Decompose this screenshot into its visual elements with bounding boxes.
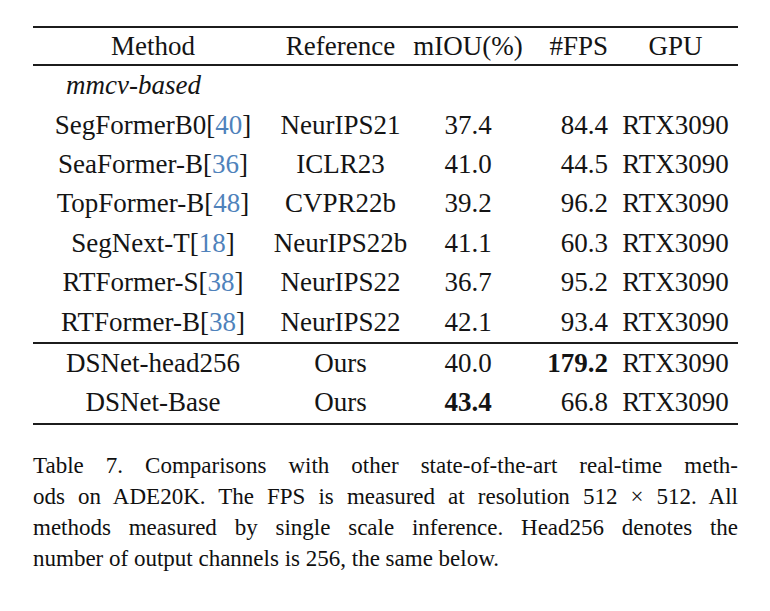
gpu-cell: RTX3090 (613, 110, 738, 141)
table-row: DSNet-head256 Ours40.0179.2RTX3090 (33, 344, 738, 383)
table-row: TopFormer-B[48]CVPR22b39.296.2RTX3090 (33, 184, 738, 223)
citation-number[interactable]: 38 (207, 267, 234, 297)
caption-line: Table 7. Comparisons with other state-of… (33, 450, 738, 481)
method-name: TopFormer-B (57, 188, 205, 218)
cite-open-bracket: [ (204, 188, 213, 218)
method-name: DSNet-Base (86, 387, 221, 417)
table-group-row: mmcv-based (33, 66, 738, 105)
cite-open-bracket: [ (200, 307, 209, 337)
reference-cell: ICLR23 (273, 149, 408, 180)
miou-cell: 41.1 (408, 228, 528, 259)
reference-cell: NeurIPS22b (273, 228, 408, 259)
method-cell: SegFormerB0[40] (33, 110, 273, 141)
table-caption: Table 7. Comparisons with other state-of… (33, 450, 738, 574)
miou-cell: 37.4 (408, 110, 528, 141)
miou-cell: 40.0 (408, 348, 528, 379)
column-header-fps: #FPS (528, 31, 613, 62)
fps-cell: 66.8 (528, 387, 613, 418)
table-row: DSNet-Base Ours43.466.8RTX3090 (33, 383, 738, 422)
gpu-cell: RTX3090 (613, 267, 738, 298)
fps-cell: 60.3 (528, 228, 613, 259)
gpu-cell: RTX3090 (613, 387, 738, 418)
citation-number[interactable]: 40 (215, 110, 242, 140)
method-cell: DSNet-Base (33, 387, 273, 418)
table-row: RTFormer-B[38]NeurIPS2242.193.4RTX3090 (33, 302, 738, 341)
table-body-ours: DSNet-head256Ours40.0179.2RTX3090DSNet-B… (33, 344, 738, 423)
gpu-cell: RTX3090 (613, 188, 738, 219)
gpu-cell: RTX3090 (613, 149, 738, 180)
method-cell: TopFormer-B[48] (33, 188, 273, 219)
reference-cell: NeurIPS22 (273, 307, 408, 338)
cite-close-bracket: ] (240, 188, 249, 218)
method-cell: RTFormer-S[38] (33, 267, 273, 298)
citation-number[interactable]: 18 (199, 228, 226, 258)
table-row: SegNext-T[18]NeurIPS22b41.160.3RTX3090 (33, 224, 738, 263)
table-bottom-rule (33, 423, 738, 425)
cite-open-bracket: [ (206, 110, 215, 140)
reference-cell: Ours (273, 387, 408, 418)
gpu-cell: RTX3090 (613, 348, 738, 379)
citation-number[interactable]: 36 (212, 149, 239, 179)
table-row: SegFormerB0[40]NeurIPS2137.484.4RTX3090 (33, 105, 738, 144)
cite-open-bracket: [ (203, 149, 212, 179)
reference-cell: Ours (273, 348, 408, 379)
column-header-reference: Reference (273, 31, 408, 62)
method-name: SegFormerB0 (55, 110, 207, 140)
method-cell: RTFormer-B[38] (33, 307, 273, 338)
table-body-mmcv: SegFormerB0[40]NeurIPS2137.484.4RTX3090S… (33, 105, 738, 341)
miou-cell: 43.4 (408, 387, 528, 418)
cite-close-bracket: ] (226, 228, 235, 258)
method-name: RTFormer-B (61, 307, 200, 337)
cite-open-bracket: [ (190, 228, 199, 258)
table-row: RTFormer-S[38]NeurIPS2236.795.2RTX3090 (33, 263, 738, 302)
method-cell: DSNet-head256 (33, 348, 273, 379)
method-cell: SeaFormer-B[36] (33, 149, 273, 180)
cite-close-bracket: ] (242, 110, 251, 140)
cite-close-bracket: ] (239, 149, 248, 179)
fps-cell: 84.4 (528, 110, 613, 141)
fps-cell: 179.2 (528, 348, 613, 379)
reference-cell: NeurIPS21 (273, 110, 408, 141)
citation-number[interactable]: 38 (209, 307, 236, 337)
reference-cell: NeurIPS22 (273, 267, 408, 298)
fps-cell: 95.2 (528, 267, 613, 298)
citation-number[interactable]: 48 (213, 188, 240, 218)
method-cell: SegNext-T[18] (33, 228, 273, 259)
method-name: SeaFormer-B (58, 149, 203, 179)
cite-close-bracket: ] (236, 307, 245, 337)
caption-line: methods measured by single scale inferen… (33, 512, 738, 543)
caption-line: number of output channels is 256, the sa… (33, 543, 738, 574)
miou-cell: 36.7 (408, 267, 528, 298)
method-name: SegNext-T (71, 228, 189, 258)
column-header-method: Method (33, 31, 273, 62)
method-name: DSNet-head256 (66, 348, 240, 378)
paper-table-figure: Method Reference mIOU(%) #FPS GPU mmcv-b… (33, 26, 738, 574)
reference-cell: CVPR22b (273, 188, 408, 219)
column-header-gpu: GPU (613, 31, 738, 62)
gpu-cell: RTX3090 (613, 307, 738, 338)
table-header-row: Method Reference mIOU(%) #FPS GPU (33, 28, 738, 64)
cite-close-bracket: ] (234, 267, 243, 297)
table-row: SeaFormer-B[36]ICLR2341.044.5RTX3090 (33, 145, 738, 184)
fps-cell: 93.4 (528, 307, 613, 338)
miou-cell: 41.0 (408, 149, 528, 180)
gpu-cell: RTX3090 (613, 228, 738, 259)
miou-cell: 39.2 (408, 188, 528, 219)
miou-cell: 42.1 (408, 307, 528, 338)
fps-cell: 96.2 (528, 188, 613, 219)
column-header-miou: mIOU(%) (408, 31, 528, 62)
method-name: RTFormer-S (63, 267, 199, 297)
group-label-mmcv-based: mmcv-based (33, 70, 201, 101)
caption-line: ods on ADE20K. The FPS is measured at re… (33, 481, 738, 512)
fps-cell: 44.5 (528, 149, 613, 180)
